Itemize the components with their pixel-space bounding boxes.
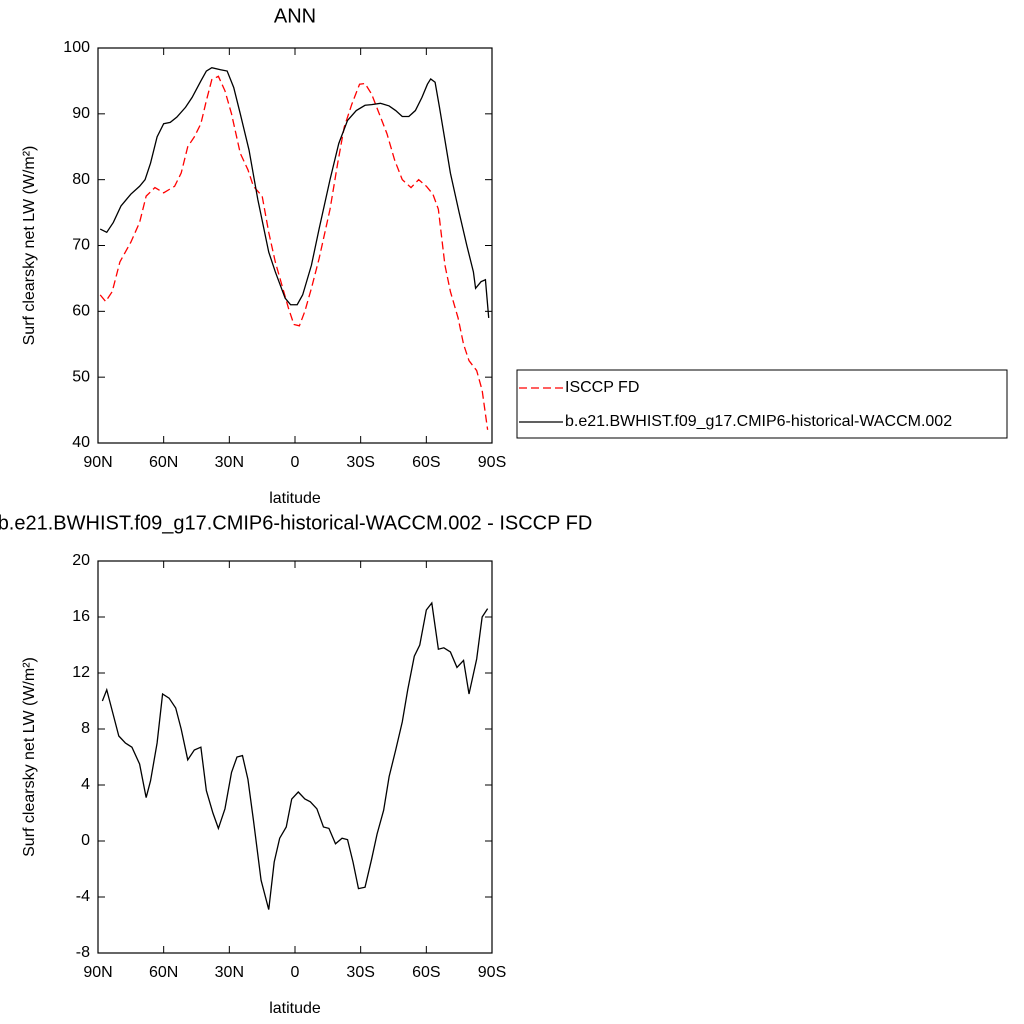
x-tick-label: 0 [291, 454, 300, 471]
x-tick-label: 90S [478, 454, 506, 471]
y-tick-label: 0 [81, 832, 90, 849]
x-tick-label: 30N [215, 964, 244, 981]
chart-title: ANN [274, 5, 316, 27]
chart-title: b.e21.BWHIST.f09_g17.CMIP6-historical-WA… [0, 512, 592, 534]
line-series [101, 601, 489, 910]
x-tick-label: 30N [215, 454, 244, 471]
legend-label: b.e21.BWHIST.f09_g17.CMIP6-historical-WA… [565, 413, 952, 430]
x-tick-label: 60N [149, 454, 178, 471]
line-series [99, 75, 489, 430]
plot-frame [97, 47, 493, 444]
y-tick-label: 70 [72, 237, 90, 254]
x-tick-label: 90N [83, 454, 112, 471]
y-tick-label: 20 [72, 552, 90, 569]
line-series [99, 67, 490, 318]
x-tick-label: 90S [478, 964, 506, 981]
y-axis-label: Surf clearsky net LW (W/m²) [21, 146, 38, 346]
y-tick-label: 8 [81, 720, 90, 737]
x-tick-label: 60N [149, 964, 178, 981]
y-tick-label: 90 [72, 105, 90, 122]
legend-label: ISCCP FD [565, 379, 639, 396]
x-tick-label: 90N [83, 964, 112, 981]
x-axis-label: latitude [269, 1000, 321, 1017]
y-tick-label: 12 [72, 664, 90, 681]
x-tick-label: 60S [412, 964, 440, 981]
y-tick-label: 40 [72, 434, 90, 451]
y-tick-label: 100 [63, 39, 90, 56]
y-tick-label: 60 [72, 303, 90, 320]
x-tick-label: 60S [412, 454, 440, 471]
y-tick-label: 4 [81, 776, 90, 793]
legend-box [516, 369, 1008, 439]
x-tick-label: 30S [346, 964, 374, 981]
x-axis-label: latitude [269, 490, 321, 507]
y-tick-label: 16 [72, 608, 90, 625]
x-tick-label: 30S [346, 454, 374, 471]
plot-frame [97, 560, 493, 954]
y-tick-label: -4 [76, 888, 90, 905]
y-axis-label: Surf clearsky net LW (W/m²) [21, 657, 38, 857]
y-tick-label: 50 [72, 368, 90, 385]
x-tick-label: 0 [291, 964, 300, 981]
y-tick-label: -8 [76, 944, 90, 961]
y-tick-label: 80 [72, 171, 90, 188]
